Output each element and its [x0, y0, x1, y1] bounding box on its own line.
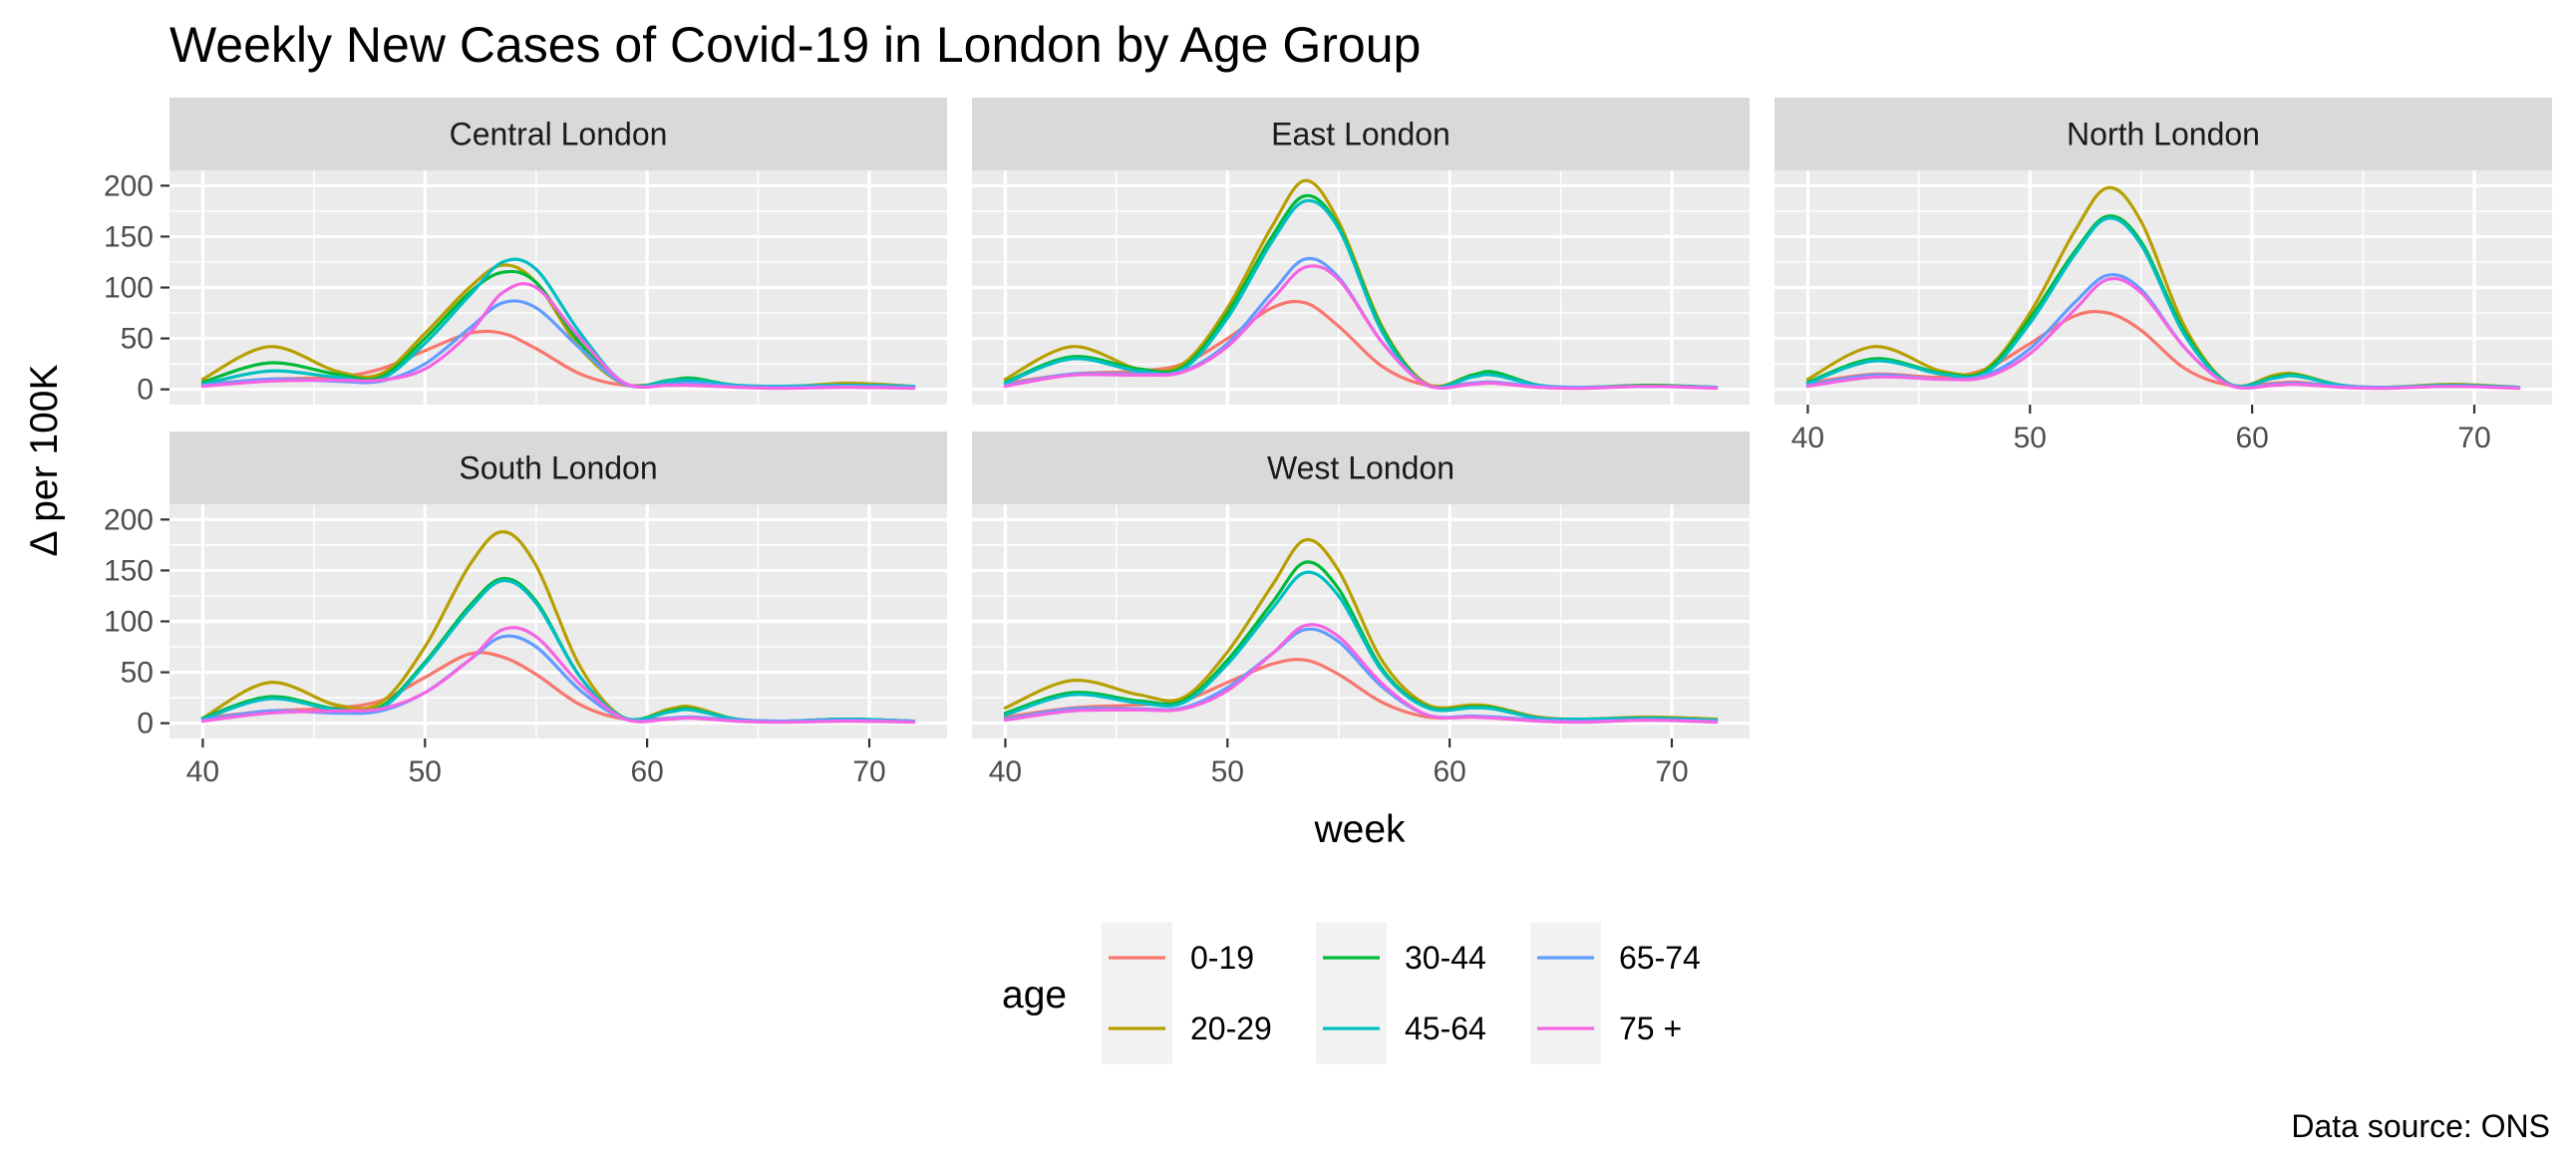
- x-tick-label: 40: [1791, 422, 1824, 454]
- y-tick-label: 150: [104, 554, 154, 587]
- gridlines-east-london: [972, 170, 1750, 405]
- facet-panels: Central London 0 50 100 150 200 East London Nor…: [104, 98, 2552, 788]
- strip-east-london: [972, 98, 1750, 170]
- strip-north-london: [1774, 98, 2552, 170]
- x-tick-label: 40: [186, 755, 219, 788]
- legend-label-20-29: 20-29: [1190, 1011, 1272, 1046]
- x-tick-label: 60: [1433, 755, 1465, 788]
- series-lines-west-london: [1003, 537, 1719, 725]
- series-lines-east-london: [1003, 178, 1719, 391]
- strip-label-north-london: North London: [2067, 117, 2260, 152]
- x-tick-label: 50: [1211, 755, 1244, 788]
- y-tick-label: 200: [104, 169, 154, 202]
- legend-items: 0-19 20-29 30-44 45-64 65-74 75 +: [1102, 922, 1701, 1064]
- y-tick-label: 50: [121, 323, 154, 356]
- x-tick-label: 40: [989, 755, 1022, 788]
- strip-west-london: [972, 432, 1750, 504]
- series-line-east-london-75: [1003, 264, 1719, 391]
- gridlines-central-london: [169, 170, 947, 405]
- y-tick-label: 0: [137, 708, 154, 740]
- series-line-north-london-75: [1805, 276, 2521, 391]
- panel-south-london: South London 0 50 100 150 200 40 50 60 70: [104, 432, 947, 788]
- panel-east-london: East London: [972, 98, 1750, 405]
- legend: age 0-19 20-29 30-44 45-64 65-74 75 +: [1002, 922, 1701, 1064]
- gridlines-south-london: [169, 504, 947, 738]
- legend-item-20-29: 20-29: [1102, 993, 1272, 1064]
- strip-central-london: [169, 98, 947, 170]
- legend-label-65-74: 65-74: [1619, 940, 1701, 976]
- y-tick-label: 100: [104, 606, 154, 639]
- strip-label-east-london: East London: [1271, 117, 1450, 152]
- y-tick-label: 100: [104, 272, 154, 305]
- series-lines-south-london: [200, 530, 916, 725]
- x-tick-label: 70: [852, 755, 885, 788]
- series-lines-north-london: [1805, 185, 2521, 391]
- panel-west-london: West London 40 50 60 70: [972, 432, 1750, 788]
- strip-label-west-london: West London: [1267, 450, 1454, 486]
- legend-label-0-19: 0-19: [1190, 940, 1254, 976]
- y-axis-title: Δ per 100K: [23, 364, 66, 556]
- data-source-caption: Data source: ONS: [2291, 1108, 2550, 1144]
- legend-title: age: [1002, 974, 1067, 1017]
- panel-central-london: Central London 0 50 100 150 200: [104, 98, 947, 407]
- y-tick-label: 50: [121, 657, 154, 690]
- x-tick-label: 50: [2014, 422, 2047, 454]
- x-tick-label: 70: [1655, 755, 1688, 788]
- legend-item-0-19: 0-19: [1102, 922, 1254, 994]
- strip-label-south-london: South London: [459, 450, 657, 486]
- legend-label-45-64: 45-64: [1405, 1011, 1486, 1046]
- series-line-south-london-75: [200, 626, 916, 725]
- legend-label-75: 75 +: [1619, 1011, 1682, 1046]
- y-tick-label: 150: [104, 220, 154, 253]
- legend-item-30-44: 30-44: [1316, 922, 1486, 994]
- x-tick-label: 50: [409, 755, 442, 788]
- y-tick-label: 200: [104, 503, 154, 536]
- series-lines-central-london: [200, 257, 916, 391]
- x-tick-label: 60: [630, 755, 663, 788]
- legend-item-65-74: 65-74: [1530, 922, 1701, 994]
- series-line-west-london-45-64: [1003, 570, 1719, 723]
- chart-title: Weekly New Cases of Covid-19 in London b…: [169, 17, 1421, 73]
- panel-north-london: North London 40 50 60 70: [1774, 98, 2552, 454]
- gridlines-north-london: [1774, 170, 2552, 405]
- legend-label-30-44: 30-44: [1405, 940, 1486, 976]
- legend-item-75: 75 +: [1530, 993, 1682, 1064]
- series-line-central-london-75: [200, 282, 916, 391]
- x-tick-label: 70: [2457, 422, 2490, 454]
- strip-label-central-london: Central London: [450, 117, 668, 152]
- y-tick-label: 0: [137, 374, 154, 407]
- x-axis-title: week: [1313, 808, 1406, 851]
- x-tick-label: 60: [2235, 422, 2268, 454]
- series-line-west-london-75: [1003, 623, 1719, 725]
- strip-south-london: [169, 432, 947, 504]
- legend-item-45-64: 45-64: [1316, 993, 1486, 1064]
